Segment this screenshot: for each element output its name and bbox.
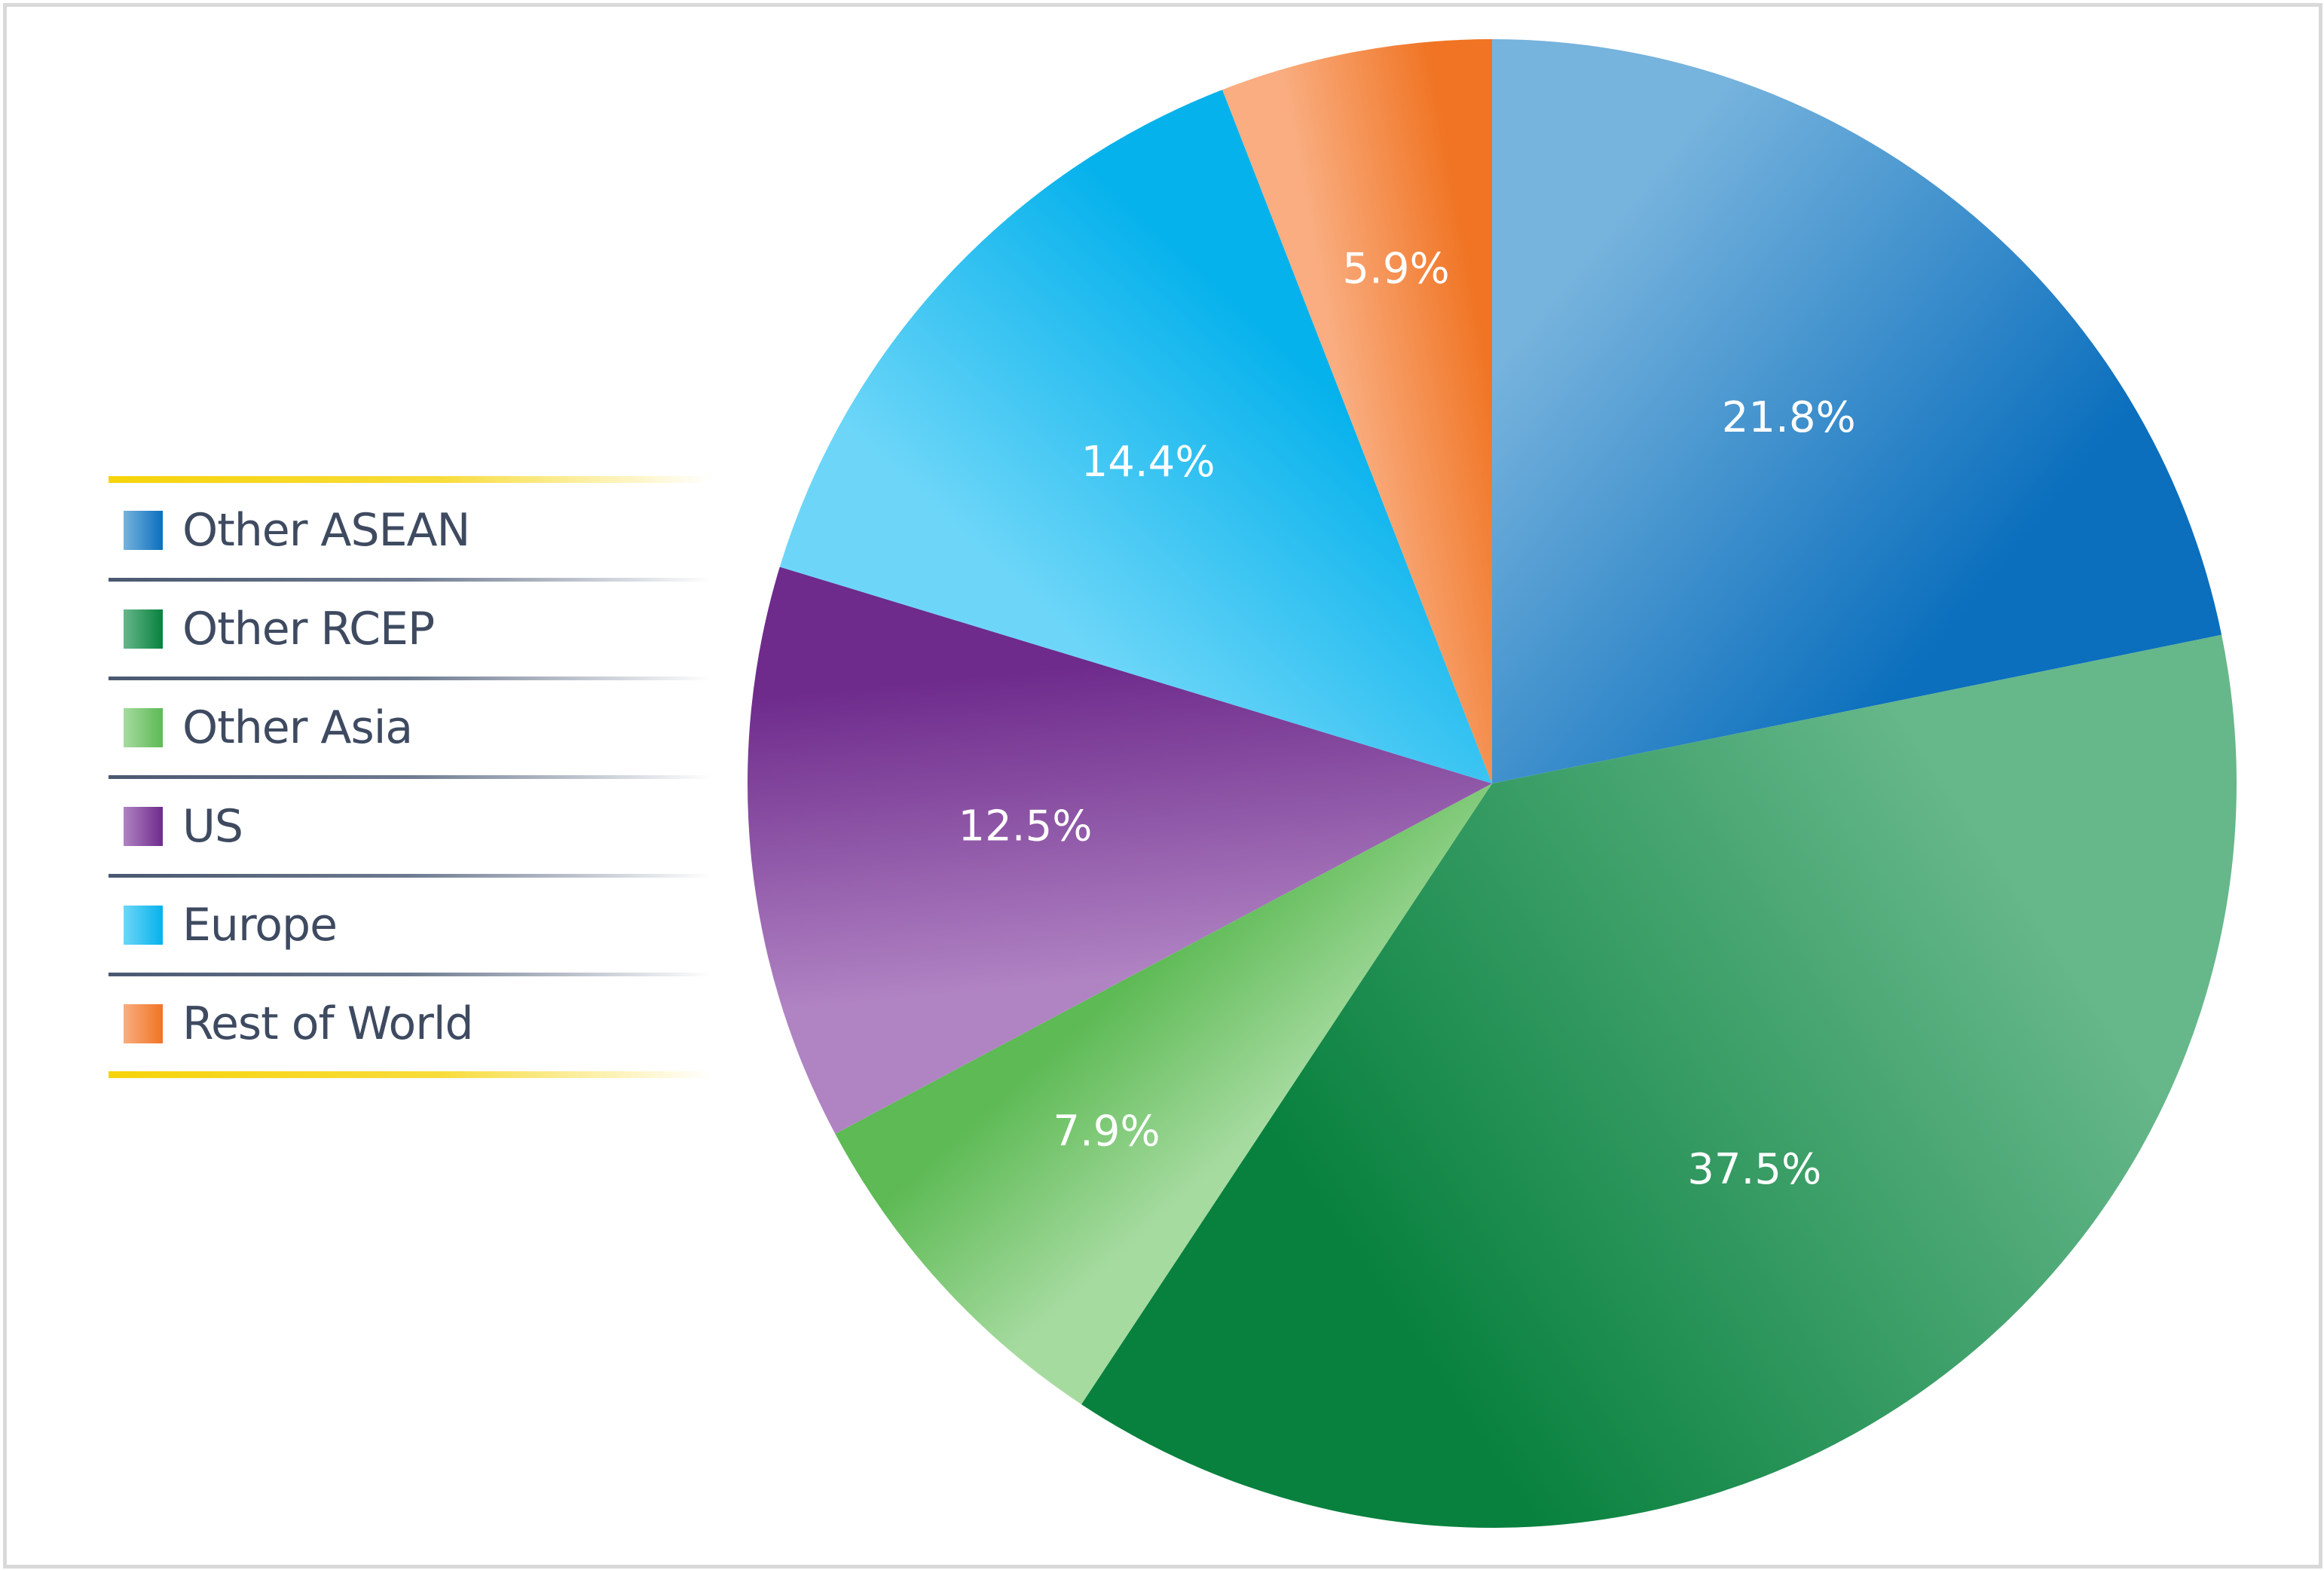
legend-separator — [109, 677, 711, 680]
pie-slices — [747, 39, 2237, 1528]
legend-separator — [109, 578, 711, 582]
legend-label: Rest of World — [182, 997, 474, 1050]
pie-labels: 21.8% 37.5% 7.9% 12.5% 14.4% 5.9% — [959, 244, 1856, 1194]
legend-separator — [109, 973, 711, 976]
legend-swatch — [124, 511, 163, 550]
legend-swatch — [124, 807, 163, 846]
legend-swatch — [124, 1004, 163, 1043]
pie-slice — [835, 783, 1492, 1405]
legend-label: Europe — [182, 899, 338, 951]
slice-label: 14.4% — [1081, 438, 1216, 487]
legend-swatch — [124, 906, 163, 945]
pie-slice — [1492, 39, 2222, 783]
legend-label: Other ASEAN — [182, 504, 470, 557]
legend-item: Other Asia — [109, 680, 711, 775]
slice-label: 5.9% — [1342, 244, 1449, 293]
pie-slice — [779, 90, 1492, 783]
slice-label: 21.8% — [1722, 393, 1856, 442]
legend-item: Other RCEP — [109, 582, 711, 677]
legend-item: Europe — [109, 878, 711, 973]
legend-separator — [109, 874, 711, 878]
legend-swatch — [124, 708, 163, 747]
legend-bottom-rule — [109, 1071, 711, 1078]
slice-label: 12.5% — [959, 802, 1093, 851]
legend: Other ASEAN Other RCEP Other Asia US Europe R… — [109, 476, 711, 1078]
legend-label: Other RCEP — [182, 603, 435, 655]
legend-item: Other ASEAN — [109, 483, 711, 578]
slice-label: 7.9% — [1053, 1107, 1160, 1156]
legend-item: US — [109, 779, 711, 874]
pie-slice — [1222, 39, 1492, 783]
slice-label: 37.5% — [1687, 1145, 1821, 1194]
legend-label: Other Asia — [182, 701, 413, 754]
legend-label: US — [182, 800, 243, 853]
legend-separator — [109, 775, 711, 779]
legend-top-rule — [109, 476, 711, 483]
legend-item: Rest of World — [109, 976, 711, 1071]
pie-slice — [1081, 634, 2237, 1528]
pie-slice — [747, 567, 1492, 1135]
legend-swatch — [124, 609, 163, 649]
